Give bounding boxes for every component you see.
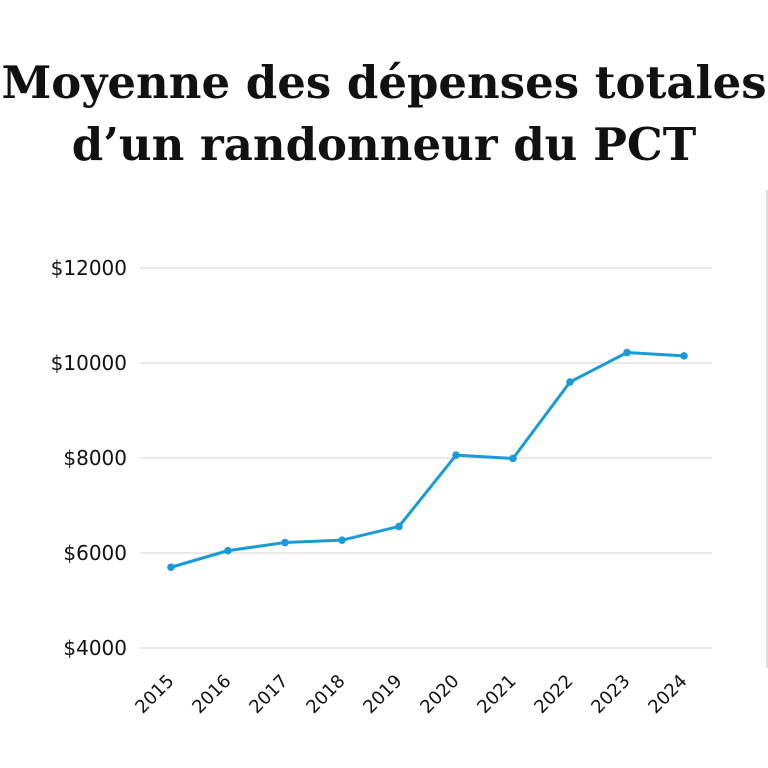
x-tick-label: 2016 [188, 671, 235, 718]
series-line [169, 351, 686, 569]
x-tick-label: 2019 [359, 671, 406, 718]
y-tick-label: $6000 [63, 541, 127, 565]
data-point [281, 538, 289, 547]
data-point [623, 348, 631, 357]
y-tick-label: $4000 [63, 636, 127, 660]
chart-title: Moyenne des dépenses totales d’un randon… [0, 52, 768, 176]
gridlines [140, 267, 712, 649]
chart-title-line-1: Moyenne des dépenses totales [1, 56, 767, 109]
x-tick-label: 2018 [302, 671, 349, 718]
data-point [224, 546, 232, 555]
data-point [338, 536, 346, 544]
x-axis-ticks: 2015 2016 2017 2018 2019 2020 2021 2022 2023 2024 [131, 671, 691, 718]
series [167, 348, 688, 572]
chart-title-line-2: d’un randonneur du PCT [71, 118, 697, 171]
x-tick-label: 2017 [245, 671, 292, 718]
y-tick-label: $8000 [63, 446, 127, 470]
data-point [452, 451, 460, 459]
x-tick-label: 2024 [644, 671, 691, 718]
data-point [566, 378, 574, 386]
x-tick-label: 2022 [530, 671, 577, 718]
x-tick-label: 2020 [416, 671, 463, 718]
data-point [395, 522, 403, 531]
x-tick-label: 2015 [131, 671, 178, 718]
data-point [680, 352, 688, 360]
x-tick-label: 2021 [473, 671, 520, 718]
data-point [167, 563, 175, 572]
data-point [509, 454, 517, 463]
y-tick-label: $10000 [51, 351, 127, 375]
x-tick-label: 2023 [587, 671, 634, 718]
y-axis-ticks: $4000 $6000 $8000 $10000 $12000 [51, 256, 127, 660]
y-tick-label: $12000 [51, 256, 127, 280]
